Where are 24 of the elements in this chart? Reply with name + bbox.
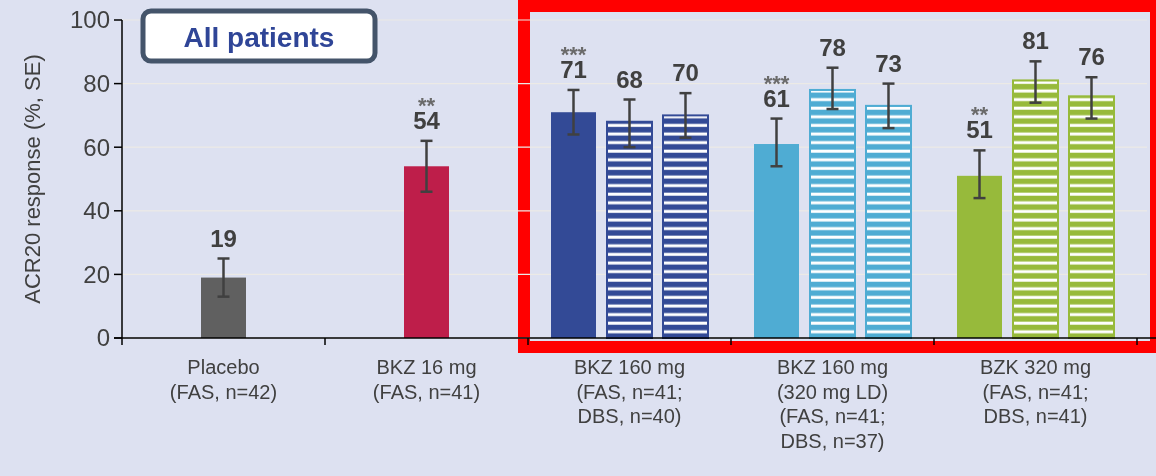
data-label: ** 51 [966, 102, 993, 144]
y-tick-label: 40 [83, 197, 110, 225]
x-tick-label: BKZ 16 mg (FAS, n=41) [372, 356, 481, 403]
data-label: ** 54 [413, 92, 441, 134]
data-label: 70 [672, 59, 699, 87]
y-tick-label: 80 [83, 70, 110, 97]
x-tick-label: BKZ 160 mg (320 mg LD) (FAS, n=41; DBS, n=37) [776, 356, 889, 452]
x-tick-label: Placebo (FAS, n=42) [169, 356, 278, 403]
data-label: 73 [875, 49, 902, 77]
y-tick-label: 20 [83, 260, 110, 288]
data-label: 19 [210, 224, 237, 252]
data-label: *** 61 [763, 70, 790, 112]
annotation: All patients [183, 22, 335, 53]
data-label: 68 [616, 65, 643, 93]
data-label: 81 [1022, 27, 1049, 55]
data-label: *** 71 [560, 41, 587, 83]
y-tick-label: 60 [83, 133, 110, 161]
y-tick-label: 0 [96, 324, 110, 352]
data-label: 76 [1078, 43, 1105, 71]
x-tick-label: BZK 320 mg (FAS, n=41; DBS, n=41) [979, 356, 1092, 427]
y-axis-title: ACR20 response (%, SE) [20, 54, 45, 304]
x-tick-label: BKZ 160 mg (FAS, n=41; DBS, n=40) [573, 356, 686, 427]
data-label: 78 [819, 33, 846, 61]
y-tick-label: 100 [69, 6, 110, 34]
